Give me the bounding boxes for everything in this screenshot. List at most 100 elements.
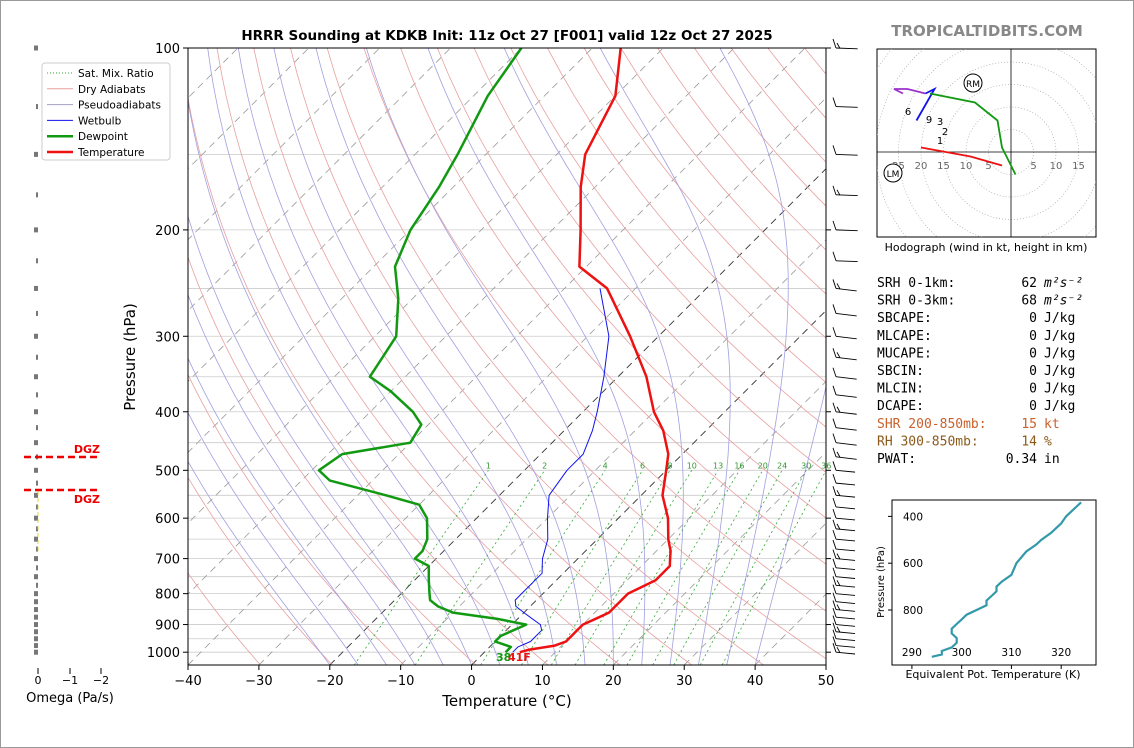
index-unit: J/kg — [1044, 382, 1075, 397]
index-label: MLCIN: — [877, 382, 924, 397]
wind-barb-flag — [832, 473, 837, 484]
legend-label: Temperature — [77, 147, 145, 159]
wind-barb-flag — [832, 220, 837, 231]
dry-adiabat — [188, 96, 549, 665]
theta-e-xlabel: Equivalent Pot. Temperature (K) — [905, 668, 1080, 681]
wind-barb-shaft — [835, 506, 856, 510]
index-label: SBCIN: — [877, 364, 924, 379]
wind-barb-flag — [832, 622, 837, 632]
dry-adiabat — [253, 48, 692, 665]
wind-barb-flag — [836, 523, 841, 530]
index-unit: m²s⁻² — [1043, 276, 1083, 291]
pressure-tick-label: 100 — [155, 42, 180, 57]
wind-barb-flag — [832, 615, 837, 625]
wind-barb-flag — [836, 626, 841, 633]
theta-e-xtick-label: 300 — [952, 647, 972, 659]
hodograph-frame — [876, 48, 1097, 238]
wind-barb-flag — [832, 251, 837, 261]
moist-adiabat — [719, 48, 789, 665]
isotherm — [258, 97, 826, 665]
dry-adiabat — [510, 48, 826, 428]
wind-barb-shaft — [835, 538, 856, 542]
mixing-ratio-label: 10 — [687, 461, 697, 470]
index-unit: J/kg — [1044, 346, 1075, 361]
dry-adiabat — [188, 572, 261, 665]
omega-bar — [34, 536, 38, 542]
wind-barb-shaft — [835, 482, 856, 486]
moist-adiabat — [754, 384, 826, 665]
pressure-tick-label: 1000 — [147, 646, 180, 661]
hodograph-height-label: 1 — [937, 136, 943, 147]
mixing-ratio-label: 20 — [758, 461, 768, 470]
wind-barb-shaft — [835, 567, 856, 571]
index-value: 14 — [1021, 434, 1037, 449]
theta-e-trace — [931, 501, 1082, 658]
wind-barb-flag — [832, 558, 837, 568]
wind-barb-flag — [832, 643, 837, 653]
temp-tick-label: −10 — [387, 674, 414, 689]
isotherm — [188, 48, 664, 524]
wind-barb-flag — [832, 279, 837, 289]
temp-tick-label: 0 — [467, 674, 475, 689]
wind-barb-flag — [836, 42, 841, 49]
wind-barb-shaft — [835, 631, 856, 634]
dewpoint-trace — [317, 48, 528, 654]
isotherm — [400, 239, 826, 665]
omega-bar — [36, 546, 38, 552]
wind-barb-flag — [836, 283, 841, 290]
pressure-tick-label: 600 — [155, 512, 180, 527]
mixing-ratio-line — [626, 470, 740, 665]
wind-barb-shaft — [835, 442, 857, 446]
pressure-tick-label: 300 — [155, 330, 180, 345]
omega-panel: 0 −1 −2 Omega (Pa/s) DGZ DGZ — [24, 45, 114, 706]
wind-barb-flag — [832, 584, 837, 594]
wind-barb-shaft — [835, 576, 856, 579]
omega-bar — [34, 556, 38, 562]
index-value: 0 — [1029, 364, 1037, 379]
moist-adiabat — [207, 48, 501, 665]
hodograph-rm-marker — [963, 73, 983, 93]
wind-barb-flag — [832, 327, 837, 337]
pressure-tick-label: 500 — [155, 464, 180, 479]
omega-bar — [34, 599, 38, 605]
hodograph-caption: Hodograph (wind in kt, height in km) — [885, 241, 1088, 254]
theta-e-frame — [891, 499, 1097, 666]
wind-barb-shaft — [835, 335, 857, 340]
wind-barb-shaft — [835, 624, 856, 627]
omega-bar — [34, 636, 38, 642]
wind-barb-shaft — [835, 638, 856, 641]
wind-barb-flag — [832, 348, 837, 358]
skewt-panel: 1 2 4 6 8 10 13 16 20 24 30 36100200300400500600700… — [121, 38, 858, 710]
omega-bar — [34, 574, 38, 580]
index-label: RH 300-850mb: — [877, 434, 979, 449]
wind-barb-flag — [832, 97, 837, 107]
omega-bar — [34, 649, 38, 655]
moist-adiabat — [188, 357, 387, 665]
omega-bar — [34, 227, 38, 233]
wind-barb-shaft — [835, 593, 856, 596]
theta-e-ylabel: Pressure (hPa) — [876, 546, 887, 618]
hodograph-lm-label: LM — [887, 170, 900, 180]
moist-adiabat — [427, 48, 646, 665]
omega-bar — [34, 591, 38, 597]
temp-tick-label: 30 — [676, 674, 693, 689]
temp-tick-label: −20 — [316, 674, 343, 689]
mixing-ratio-line — [414, 470, 546, 665]
moist-adiabat — [188, 293, 416, 665]
moist-adiabat — [599, 48, 731, 665]
moist-adiabat — [366, 48, 614, 665]
omega-bar — [36, 504, 38, 510]
theta-e-ytick-label: 600 — [903, 558, 923, 570]
index-label: DCAPE: — [877, 399, 924, 414]
wind-barb-flag — [832, 592, 837, 602]
hodograph-height-label: 3 — [937, 117, 943, 128]
index-value: 0 — [1029, 311, 1037, 326]
index-label: MUCAPE: — [877, 346, 932, 361]
omega-bar — [34, 643, 38, 649]
temp-tick-label: 10 — [534, 674, 551, 689]
wind-barb-shaft — [835, 609, 856, 612]
omega-bar — [34, 515, 38, 521]
wind-barb-flag — [832, 636, 837, 646]
mixing-ratio-label: 8 — [667, 461, 672, 470]
